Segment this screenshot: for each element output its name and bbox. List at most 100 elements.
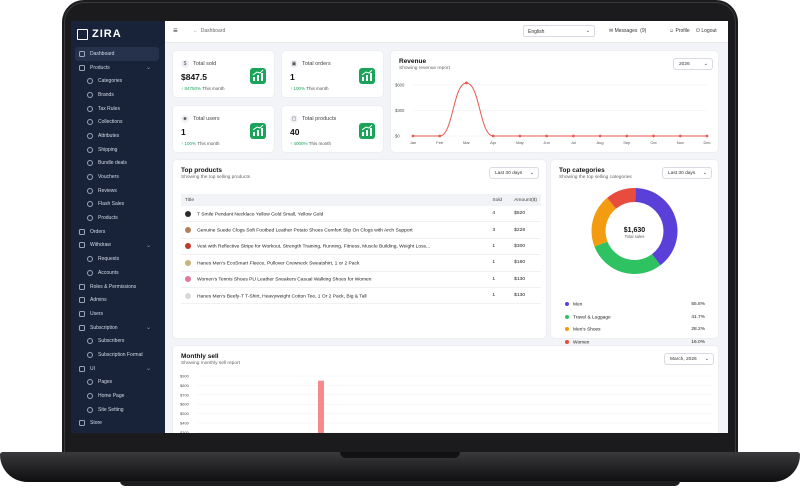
legend-swatch: [565, 339, 569, 344]
sidebar-item-flash-sales-sub[interactable]: Flash Sales: [71, 198, 165, 212]
table-header-row: Title Sold Amount($): [181, 194, 541, 206]
top-products-period-select[interactable]: Last 30 days ⌄: [489, 167, 539, 179]
stat-label: Total orders: [302, 61, 331, 67]
stat-card-total-products: ▢ Total products 40 ↑ 4000% This month: [282, 106, 383, 152]
sidebar-item-brands-sub[interactable]: Brands: [71, 88, 165, 102]
stat-trend-suffix: This month: [308, 141, 331, 146]
sidebar-item-label: Withdraw: [90, 242, 111, 249]
sidebar-item-subscription[interactable]: Subscription ⌄: [71, 321, 165, 335]
dollar-icon: $: [181, 60, 189, 68]
breadcrumb-label: Dashboard: [200, 28, 226, 34]
top-categories-period-select[interactable]: Last 30 days ⌄: [662, 167, 712, 179]
top-products-card: Top products Showing the top selling pro…: [173, 160, 546, 338]
brand-name: ZIRA: [92, 28, 122, 40]
table-row[interactable]: T Smile Pendant Necklace Yellow Gold Sma…: [181, 206, 541, 223]
chevron-down-icon: ⌄: [529, 170, 534, 176]
chevron-down-icon: ⌄: [585, 28, 590, 34]
stat-trend-suffix: This month: [202, 86, 225, 91]
stat-value: $847.5: [181, 72, 207, 82]
sidebar-item-products[interactable]: Products ⌄: [71, 61, 165, 75]
sidebar-item-categories-sub[interactable]: Categories: [71, 74, 165, 88]
sidebar-item-accounts-sub[interactable]: Accounts: [71, 266, 165, 280]
breadcrumb[interactable]: ← Dashboard: [193, 28, 225, 34]
table-row[interactable]: Women's Tennis Shoes PU Leather Sneakers…: [181, 271, 541, 288]
nav-icon: [79, 228, 85, 235]
sidebar-item-subscribers-sub[interactable]: Subscribers: [71, 334, 165, 348]
product-title-cell: Hanes Men's Beefy-T T-Shirt, Heavyweight…: [181, 287, 489, 305]
monthly-sell-period-select[interactable]: March, 2026 ⌄: [664, 353, 714, 365]
chart-up-icon: [359, 68, 375, 84]
revenue-point: [652, 134, 655, 138]
product-thumbnail: [185, 259, 191, 266]
sidebar-item-dashboard[interactable]: Dashboard: [75, 47, 159, 61]
sidebar-item-vouchers-sub[interactable]: Vouchers: [71, 170, 165, 184]
sidebar-item-admins[interactable]: Admins: [71, 293, 165, 307]
sidebar-item-label: Subscription: [90, 324, 118, 331]
sidebar-item-roles-permissions[interactable]: Roles & Permissions: [71, 280, 165, 294]
y-tick-label: $500: [180, 411, 190, 416]
monthly-sell-subtitle: Showing monthly sell report: [181, 361, 240, 366]
sidebar-item-label: Store: [90, 420, 102, 427]
sidebar-item-reviews-sub[interactable]: Reviews: [71, 184, 165, 198]
logout-button[interactable]: ⏻ Logout: [696, 28, 717, 34]
y-tick-label: $600: [180, 402, 190, 407]
profile-button[interactable]: ☺ Profile: [669, 28, 690, 34]
legend-label: Women: [573, 339, 590, 345]
y-tick-label: $700: [180, 392, 190, 397]
table-row[interactable]: Genuine Suede Clogs Soft Footbed Leather…: [181, 221, 541, 239]
revenue-year-select[interactable]: 2026 ⌄: [673, 58, 713, 70]
sidebar-item-home-page-sub[interactable]: Home Page: [71, 389, 165, 403]
nav-icon: [79, 420, 85, 427]
table-row[interactable]: Vest with Reflective Stripe for Workout,…: [181, 238, 541, 256]
table-row[interactable]: Hanes Men's Beefy-T T-Shirt, Heavyweight…: [181, 287, 541, 305]
sidebar-item-ui[interactable]: UI ⌄: [71, 362, 165, 376]
language-select[interactable]: English ⌄: [523, 25, 595, 37]
menu-icon[interactable]: ≡: [173, 26, 178, 35]
product-title: Hanes Men's Beefy-T T-Shirt, Heavyweight…: [197, 293, 367, 299]
column-amount: Amount($): [510, 194, 541, 206]
sidebar-item-attributes-sub[interactable]: Attributes: [71, 129, 165, 143]
product-title-cell: Women's Tennis Shoes PU Leather Sneakers…: [181, 271, 489, 288]
stat-trend: ↑ 4000% This month: [290, 141, 331, 146]
top-categories-card: Top categories Showing the top selling c…: [551, 160, 718, 345]
messages-button[interactable]: ✉ Messages (9): [609, 28, 646, 34]
revenue-point: [438, 134, 442, 138]
sidebar-item-requests-sub[interactable]: Requests: [71, 252, 165, 266]
y-tick-label: $0: [395, 134, 400, 139]
brand-logo[interactable]: ZIRA: [71, 21, 165, 47]
stat-card-total-orders: ▣ Total orders 1 ↑ 100% This month: [282, 51, 383, 97]
sidebar-item-tax-rules-sub[interactable]: Tax Rules: [71, 102, 165, 116]
sidebar-item-store[interactable]: Store: [71, 417, 165, 431]
main-area: ≡ ← Dashboard English ⌄ ✉ Messages (9) ☺…: [165, 21, 728, 433]
chevron-down-icon: ⌄: [145, 65, 151, 72]
sidebar-item-withdraw[interactable]: Withdraw ⌄: [71, 239, 165, 253]
table-row[interactable]: Hanes Men's EcoSmart Fleece, Pullover Cr…: [181, 254, 541, 272]
stat-trend-value: 100%: [184, 141, 197, 146]
x-tick-label: Dec: [703, 140, 710, 145]
sidebar-item-pages-sub[interactable]: Pages: [71, 376, 165, 390]
revenue-chart: $0 $300 $600 Jan Feb Mar Apr May Jun Jul Aug Sep Oct…: [395, 81, 711, 145]
product-sold: 4: [488, 206, 511, 223]
stat-trend-value: 84750%: [184, 86, 202, 91]
sidebar-item-collections-sub[interactable]: Collections: [71, 115, 165, 129]
chevron-down-icon: ⌄: [704, 356, 709, 362]
revenue-point: [625, 134, 629, 138]
sidebar-item-bundle-deals-sub[interactable]: Bundle deals: [71, 157, 165, 171]
bullet-icon: [87, 160, 93, 167]
messages-count: (9): [640, 28, 647, 34]
legend-label: Men: [573, 302, 583, 308]
sidebar-item-orders[interactable]: Orders: [71, 225, 165, 239]
stat-trend: ↑ 100% This month: [181, 141, 220, 146]
y-tick-label: $900: [180, 374, 190, 379]
product-thumbnail: [185, 243, 191, 250]
x-tick-label: Jul: [571, 140, 576, 145]
sidebar-item-products-sub[interactable]: Products: [71, 211, 165, 225]
sidebar-item-shipping-sub[interactable]: Shipping: [71, 143, 165, 157]
sidebar-item-users[interactable]: Users: [71, 307, 165, 321]
monthly-bar: [318, 380, 324, 433]
sidebar-item-subscription-format-sub[interactable]: Subscription Format: [71, 348, 165, 362]
top-products-rows: T Smile Pendant Necklace Yellow Gold Sma…: [181, 206, 541, 305]
product-sold: 1: [488, 238, 511, 256]
sidebar-item-site-setting-sub[interactable]: Site Setting: [71, 403, 165, 417]
sidebar-item-label: Attributes: [98, 132, 120, 139]
